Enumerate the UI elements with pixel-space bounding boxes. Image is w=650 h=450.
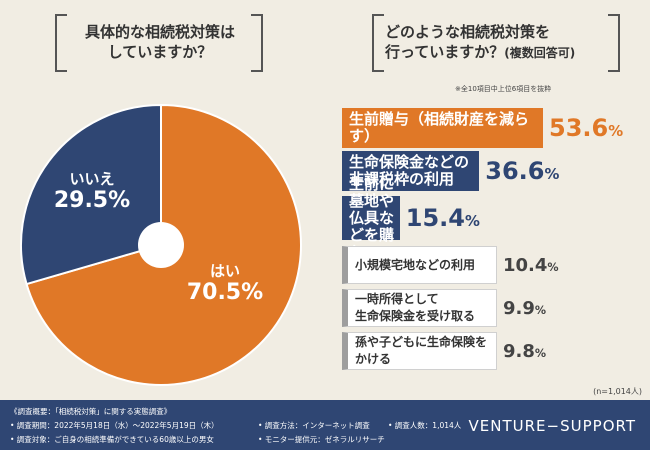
left-title-bracket-left [55,14,67,72]
footer-survey-target: • 調査対象：ご自身の相続準備ができている60歳以上の男女 [10,435,214,444]
right-title-line1: どのような相続税対策を [385,23,551,41]
pie-percent-yes: 70.5% [186,280,264,305]
survey-footer: 《調査概要：「相続税対策」に関する実態調査》 • 調査期間：2022年5月18日… [0,400,650,450]
bar-category-label: 一時所得として 生命保険金を受け取る [355,292,476,323]
bar-row: 孫や子どもに生命保険をかける 9.8% [342,332,546,370]
bar-category-label: 生命保険金などの 非課税枠の利用 [349,153,470,188]
right-title-bracket-right [608,14,620,72]
pie-category-yes: はい [209,262,240,280]
right-title-multiple-answer: (複数回答可) [504,46,576,60]
right-title-line2: 行っていますか？ [385,43,505,61]
sample-size: (n=1,014人) [593,387,642,396]
bar-category-label: 孫や子どもに生命保険をかける [355,335,488,366]
bar: 生前に墓地や仏具などを購入 [342,175,400,260]
brand-logo-text: VENTURE−SUPPORT [468,417,636,435]
infographic-panel: 具体的な相続税対策は していますか？ いいえ 29.5% はい 70.5% どの… [20,14,642,396]
pie-percent-no: 29.5% [53,188,131,213]
left-title-line2: していますか？ [107,43,213,61]
footer-survey-title: 《調査概要：「相続税対策」に関する実態調査》 [10,407,172,416]
bar-row: 生前に墓地や仏具などを購入15.4% [342,175,480,260]
bar-value-label: 10.4% [503,254,559,276]
footer-monitor-provider: • モニター提供元：ゼネラルリサーチ [258,435,385,444]
bar-row: 一時所得として 生命保険金を受け取る 9.9% [342,289,546,327]
items-note: ※全10項目中上位6項目を抜粋 [455,85,552,93]
bar-row: 小規模宅地などの利用 10.4% [342,246,559,284]
bar: 孫や子どもに生命保険をかける [342,332,497,370]
pie-center-hole [138,222,184,268]
pie-category-no: いいえ [69,170,115,188]
bar: 生前贈与（相続財産を減らす） [342,108,543,148]
left-question-title: 具体的な相続税対策は していますか？ [70,22,250,62]
footer-survey-method: • 調査方法：インターネット調査 [258,421,370,430]
bar-value-label: 36.6% [485,157,560,185]
bar-value-label: 15.4% [405,204,480,232]
bar-row: 生前贈与（相続財産を減らす） 53.6% [342,108,623,148]
left-title-bracket-right [251,14,263,72]
bar-category-label: 生前贈与（相続財産を減らす） [349,110,530,145]
left-title-line1: 具体的な相続税対策は [84,23,235,41]
bar-value-label: 53.6% [549,114,624,142]
footer-survey-period: • 調査期間：2022年5月18日（水）〜2022年5月19日（木） [10,421,219,430]
pie-slice-no [20,103,162,286]
right-question-title: どのような相続税対策を 行っていますか？(複数回答可) [385,22,605,63]
pie-chart [20,103,302,386]
bar: 生命保険金などの 非課税枠の利用 [342,151,480,191]
pie-label-yes: はい 70.5% [185,262,265,306]
bar-category-label: 小規模宅地などの利用 [355,257,476,272]
bar: 一時所得として 生命保険金を受け取る [342,289,497,327]
footer-survey-count: • 調査人数：1,014人 [388,421,462,430]
bar-row: 生命保険金などの 非課税枠の利用 36.6% [342,151,559,191]
bar-value-label: 9.9% [503,297,547,319]
bar-value-label: 9.8% [503,340,547,362]
bar: 小規模宅地などの利用 [342,246,497,284]
right-title-bracket-left [372,14,384,72]
pie-label-no: いいえ 29.5% [52,170,132,214]
